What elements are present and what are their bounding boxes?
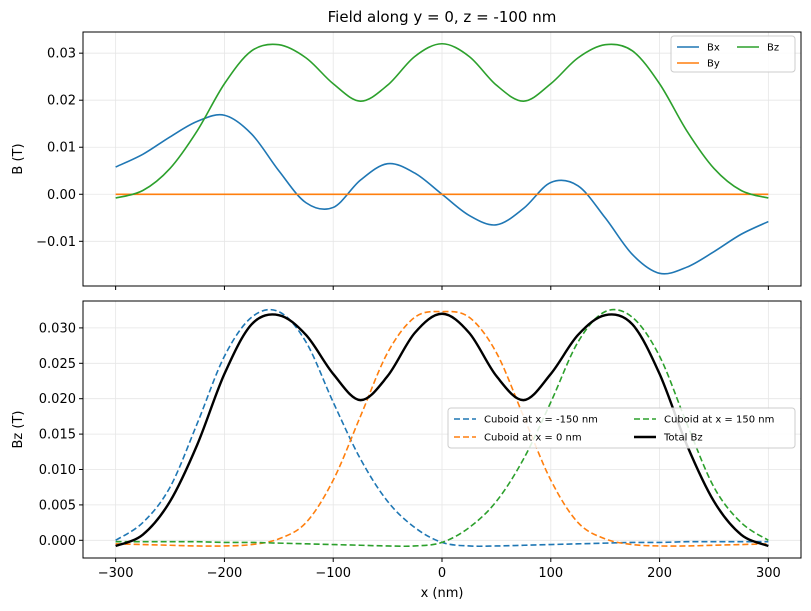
- x-tick-label: −100: [315, 566, 351, 581]
- legend-box: [447, 407, 796, 449]
- legend-label: Bz: [767, 43, 779, 54]
- y-tick-label: 0.025: [39, 357, 76, 372]
- legend-label: Bx: [707, 43, 720, 54]
- y-tick-label: 0.01: [47, 141, 76, 156]
- series-group: [115, 308, 769, 548]
- x-tick-label: 0: [438, 566, 446, 581]
- x-tick-label: −300: [98, 566, 134, 581]
- series-line-cuboid-at-x-150-nm: [115, 308, 769, 548]
- y-tick-label: −0.01: [36, 235, 76, 250]
- top-panel: −0.01 0.00 0.01 0.02 0.03 B (T) Bx By Bz: [11, 31, 802, 290]
- y-tick-label: 0.03: [47, 47, 76, 62]
- y-tick-label: 0.010: [39, 463, 76, 478]
- x-tick-label: −200: [207, 566, 243, 581]
- series-line-total-bz: [115, 312, 769, 548]
- x-tick-label: 100: [538, 566, 563, 581]
- series-line-cuboid-at-x-150-nm: [115, 308, 769, 548]
- legend-label: Cuboid at x = 0 nm: [484, 433, 582, 444]
- legend-label: Cuboid at x = -150 nm: [484, 415, 598, 426]
- y-axis-label: B (T): [11, 143, 26, 174]
- series-line-bz: [115, 42, 769, 199]
- x-tick-label: 200: [647, 566, 672, 581]
- legend: Bx By Bz: [670, 35, 796, 73]
- y-tick-label: 0.000: [39, 534, 76, 549]
- y-tick-label: 0.015: [39, 428, 76, 443]
- legend-label: Total Bz: [663, 433, 703, 444]
- legend-label: By: [707, 59, 720, 70]
- y-tick-label: 0.00: [47, 188, 76, 203]
- x-tick-label: 300: [756, 566, 781, 581]
- y-tick-label: 0.005: [39, 498, 76, 513]
- legend-label: Cuboid at x = 150 nm: [664, 415, 774, 426]
- series-group: [115, 42, 769, 275]
- y-tick-label: 0.030: [39, 321, 76, 336]
- y-tick-label: 0.02: [47, 94, 76, 109]
- chart-title: Field along y = 0, z = -100 nm: [328, 8, 557, 26]
- legend: Cuboid at x = -150 nm Cuboid at x = 0 nm C…: [447, 407, 796, 449]
- y-tick-label: 0.020: [39, 392, 76, 407]
- legend-box: [670, 35, 796, 73]
- series-line-cuboid-at-x-0-nm: [115, 310, 769, 547]
- y-axis-label: Bz (T): [11, 411, 26, 449]
- x-axis-label: x (nm): [421, 586, 464, 601]
- bottom-panel: −300 −200 −100 0 100 200 300 0.000 0.005 0.010 0.0…: [11, 300, 802, 601]
